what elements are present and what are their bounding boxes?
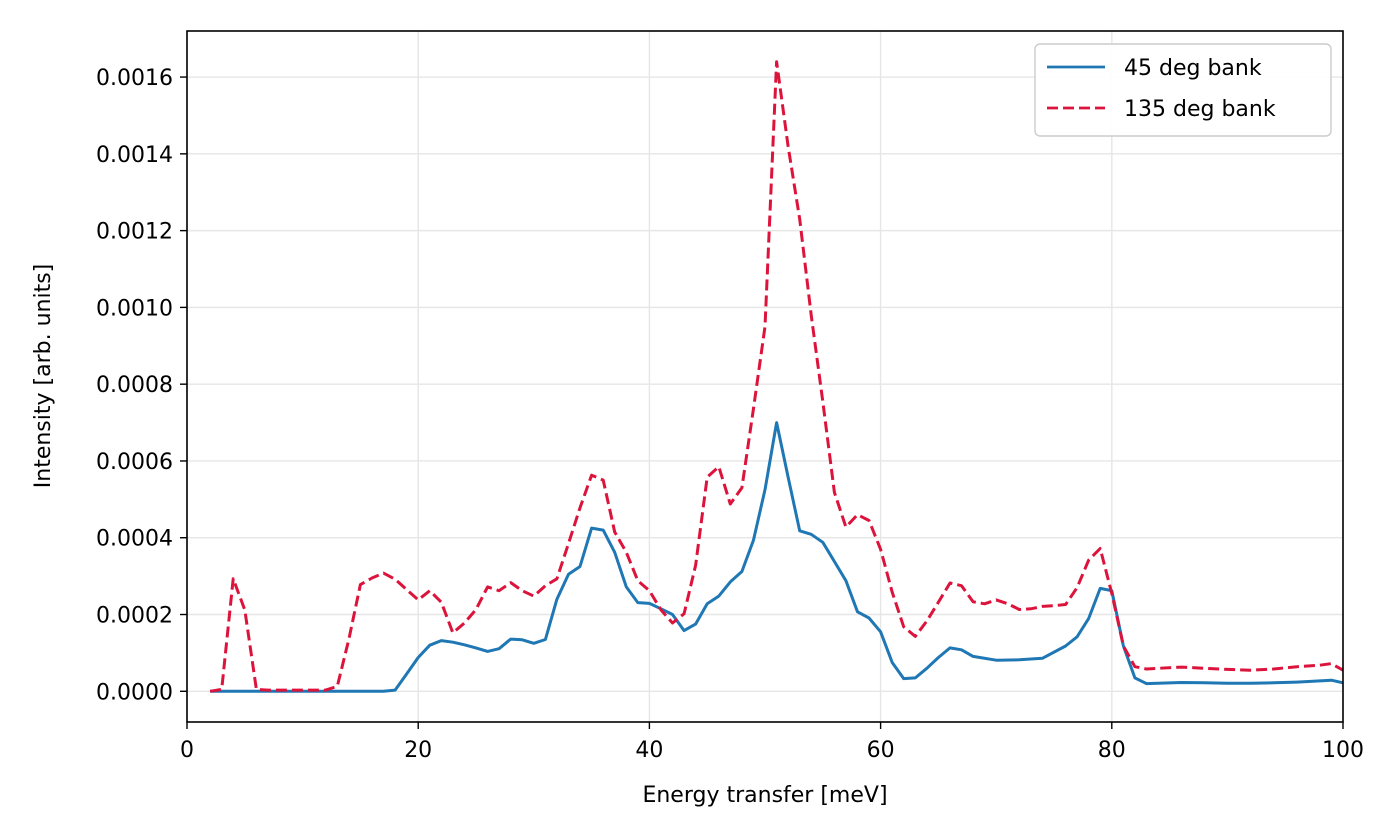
x-axis-label: Energy transfer [meV]: [642, 783, 887, 808]
x-tick-label: 80: [1098, 738, 1126, 763]
x-tick-label: 100: [1322, 738, 1364, 763]
legend-label-45-deg-bank: 45 deg bank: [1124, 56, 1262, 81]
series-line-45-deg-bank: [210, 421, 1344, 693]
series-line-135-deg-bank: [209, 60, 1344, 693]
x-tick-label: 20: [404, 738, 432, 763]
legend: 45 deg bank 135 deg bank: [1034, 43, 1332, 137]
y-tick-label: 0.0006: [96, 450, 173, 475]
plot-frame: [186, 30, 1344, 723]
x-tick-label: 60: [867, 738, 895, 763]
y-tick-label: 0.0004: [96, 527, 173, 552]
y-tick-label: 0.0010: [96, 296, 173, 321]
legend-label-135-deg-bank: 135 deg bank: [1124, 97, 1276, 122]
x-tick-label: 0: [180, 738, 194, 763]
y-tick-label: 0.0012: [96, 220, 173, 245]
series-lines: [209, 60, 1344, 693]
y-tick-label: 0.0002: [96, 604, 173, 629]
axis-ticks: 0 20 40 60 80 100 0.0000 0.0002 0.0004 0.0006 0.00…: [96, 66, 1364, 763]
x-tick-label: 40: [635, 738, 663, 763]
y-tick-label: 0.0008: [96, 373, 173, 398]
y-tick-label: 0.0000: [96, 680, 173, 705]
y-tick-label: 0.0016: [96, 66, 173, 91]
legend-box: [1034, 43, 1332, 137]
y-axis-label: Intensity [arb. units]: [31, 264, 56, 488]
y-tick-label: 0.0014: [96, 143, 173, 168]
